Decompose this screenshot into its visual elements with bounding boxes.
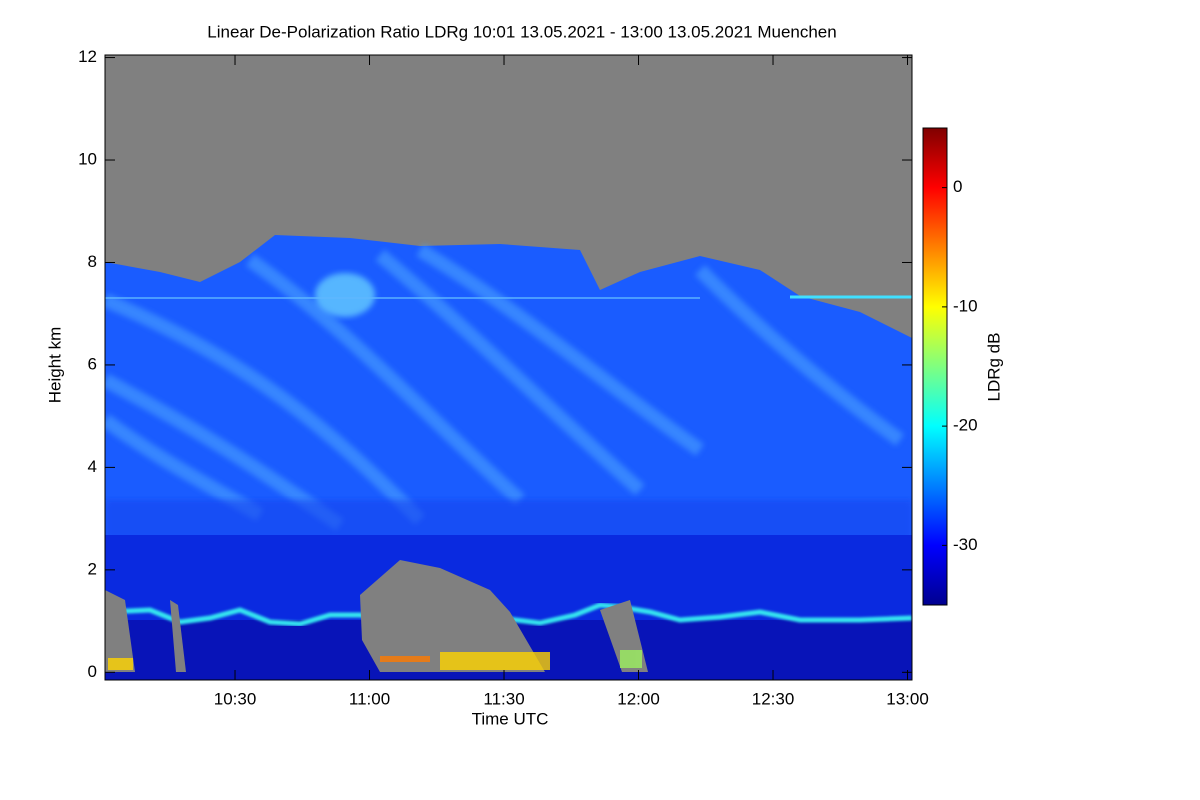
- y-tick-label: 0: [88, 662, 97, 681]
- colorbar-tick-label: -10: [953, 296, 978, 315]
- x-tick-label: 10:30: [214, 689, 257, 708]
- x-tick-label: 13:00: [886, 689, 929, 708]
- colorbar-tick-label: -20: [953, 416, 978, 435]
- y-tick-label: 6: [88, 354, 97, 373]
- x-tick-label: 12:00: [617, 689, 660, 708]
- x-axis-label: Time UTC: [472, 709, 549, 728]
- y-tick-label: 8: [88, 252, 97, 271]
- plot-frame: [104, 54, 913, 681]
- colorbar-tick-label: 0: [953, 177, 962, 196]
- y-axis-label: Height km: [45, 327, 64, 404]
- x-tick-label: 12:30: [752, 689, 795, 708]
- colorbar-tick-label: -30: [953, 535, 978, 554]
- x-tick-label: 11:30: [483, 689, 524, 708]
- y-tick-label: 4: [88, 457, 97, 476]
- chart-title: Linear De-Polarization Ratio LDRg 10:01 …: [207, 22, 836, 41]
- colorbar-label: LDRg dB: [984, 333, 1003, 402]
- y-tick-label: 10: [78, 150, 97, 169]
- heatmap: [105, 55, 912, 680]
- x-tick-label: 11:00: [349, 689, 390, 708]
- colorbar: [922, 127, 948, 606]
- y-tick-label: 2: [88, 559, 97, 578]
- y-tick-label: 12: [78, 47, 97, 66]
